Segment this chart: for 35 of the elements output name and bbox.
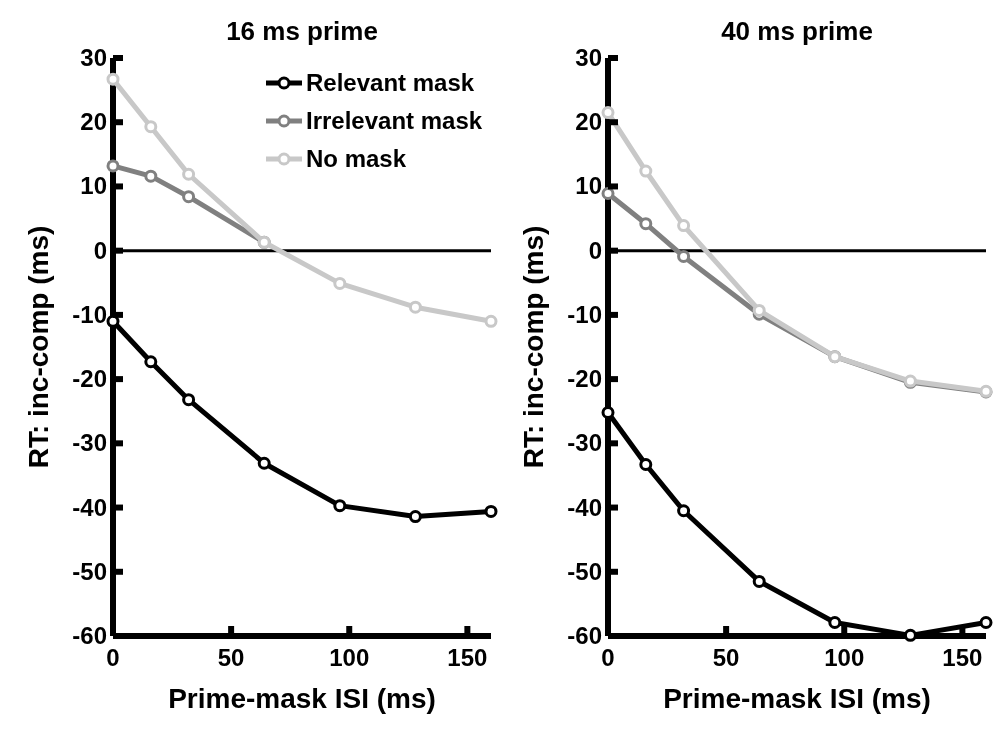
y-tick-label: 20 bbox=[574, 108, 602, 136]
y-tick-label: -10 bbox=[72, 300, 107, 328]
x-tick-label: 150 bbox=[447, 644, 488, 671]
y-tick-label: -50 bbox=[72, 557, 107, 585]
y-tick-label: -40 bbox=[72, 493, 107, 521]
x-axis-title: Prime-mask ISI (ms) bbox=[662, 683, 931, 714]
y-tick-label: 10 bbox=[574, 172, 602, 200]
x-tick-label: 150 bbox=[941, 644, 982, 671]
y-tick-label: -20 bbox=[566, 365, 602, 393]
y-tick-label: -60 bbox=[566, 622, 602, 649]
y-tick-label: 30 bbox=[80, 44, 107, 71]
y-tick-label: -60 bbox=[72, 622, 107, 649]
y-axis-title: RT: inc-comp (ms) bbox=[23, 225, 54, 469]
y-tick-label: 0 bbox=[93, 236, 107, 264]
y-tick-label: -30 bbox=[566, 429, 602, 457]
y-axis-title: RT: inc-comp (ms) bbox=[517, 225, 549, 469]
y-tick-label: -40 bbox=[566, 493, 602, 521]
x-tick-label: 100 bbox=[823, 644, 864, 671]
x-tick-label: 100 bbox=[329, 644, 370, 671]
y-tick-label: -30 bbox=[72, 429, 107, 457]
y-tick-label: -50 bbox=[566, 557, 602, 585]
legend-label: Relevant mask bbox=[306, 69, 475, 96]
y-tick-label: 20 bbox=[80, 108, 107, 136]
x-axis-title: Prime-mask ISI (ms) bbox=[168, 683, 436, 714]
y-tick-label: -20 bbox=[72, 365, 107, 393]
chart-title: 16 ms prime bbox=[226, 16, 378, 46]
x-tick-label: 50 bbox=[712, 644, 739, 671]
legend-label: Irrelevant mask bbox=[306, 107, 483, 134]
legend-label: No mask bbox=[306, 145, 407, 172]
y-tick-label: -10 bbox=[566, 300, 602, 328]
x-tick-label: 50 bbox=[217, 644, 245, 671]
y-tick-label: 30 bbox=[574, 44, 602, 71]
y-tick-label: 10 bbox=[80, 172, 107, 200]
y-tick-label: 0 bbox=[588, 236, 602, 264]
chart-title: 40 ms prime bbox=[720, 16, 873, 46]
